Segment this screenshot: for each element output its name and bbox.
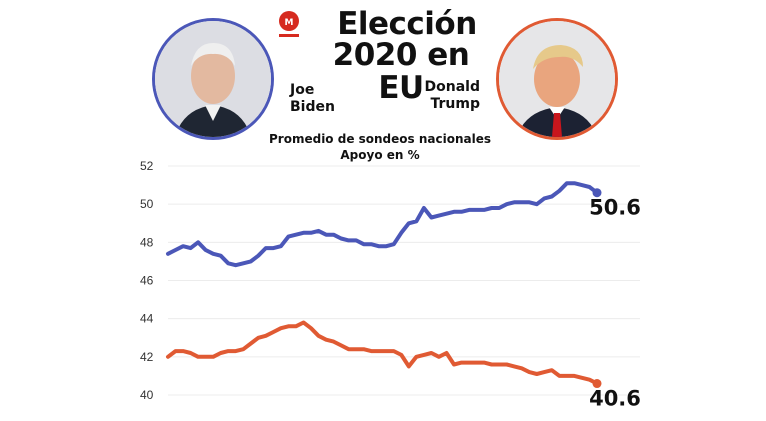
title-line2: 2020 en EU [332, 37, 470, 106]
series-line-trump [166, 320, 599, 386]
biden-name: Joe Biden [290, 82, 335, 116]
y-tick-label: 40 [140, 388, 154, 402]
svg-text:M: M [285, 18, 294, 28]
chart-subtitle: Promedio de sondeos nacionales Apoyo en … [250, 131, 510, 163]
newspaper-logo: M [279, 11, 299, 37]
y-tick-label: 46 [140, 274, 154, 288]
trump-name: Donald Trump [410, 79, 480, 113]
y-tick-label: 42 [140, 350, 154, 364]
trump-name-line2: Trump [430, 96, 481, 112]
series-end-label: 40.6 [589, 387, 641, 411]
y-tick-label: 44 [140, 312, 154, 326]
trump-portrait [496, 18, 618, 140]
trump-name-line1: Donald [424, 79, 480, 95]
series-end-point [592, 379, 602, 389]
subtitle-line2: Apoyo en % [340, 148, 420, 162]
series-end-label: 50.6 [589, 196, 641, 220]
biden-portrait [152, 18, 274, 140]
y-tick-label: 50 [140, 197, 154, 211]
subtitle-line1: Promedio de sondeos nacionales [269, 132, 491, 146]
series-end-point [592, 188, 602, 198]
title-line1: Elección [337, 6, 477, 42]
biden-name-line2: Biden [290, 99, 335, 115]
series-line-biden [166, 181, 599, 268]
y-tick-label: 52 [140, 159, 154, 173]
biden-name-line1: Joe [290, 82, 315, 98]
y-tick-label: 48 [140, 235, 154, 249]
